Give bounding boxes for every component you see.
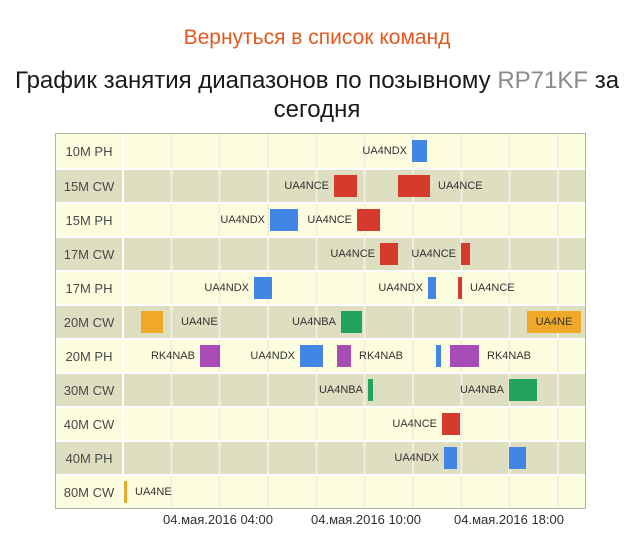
timeline-bar-ua4nce[interactable]: [442, 413, 460, 435]
timeline-bar-ua4ne[interactable]: [141, 311, 163, 333]
timeline-bar-rk4nab[interactable]: [337, 345, 351, 367]
timeline-plot: UA4NCE: [124, 408, 585, 440]
bar-callsign-label: UA4NBA: [291, 316, 336, 328]
bar-callsign-label: UA4NBA: [459, 384, 504, 396]
band-label: 20M PH: [56, 340, 124, 372]
timeline-bar-ua4ndx[interactable]: [444, 447, 457, 469]
timeline-bar-ua4nce[interactable]: [398, 175, 430, 197]
timeline-plot: UA4NE: [124, 476, 585, 508]
timeline-plot: UA4NCE UA4NCE: [124, 170, 585, 202]
timeline-bar-rk4nab[interactable]: [450, 345, 479, 367]
timeline-bar-ua4nba[interactable]: [341, 311, 362, 333]
bar-callsign-label: RK4NAB: [487, 350, 532, 362]
bar-callsign-label: UA4NCE: [411, 248, 456, 260]
timeline-bar-ua4ne[interactable]: [124, 481, 127, 503]
timeline-plot: UA4NBA UA4NBA: [124, 374, 585, 406]
bar-callsign-label: UA4NCE: [330, 248, 375, 260]
timeline-bar-ua4ndx[interactable]: [412, 140, 427, 162]
band-label: 15M PH: [56, 204, 124, 236]
timeline-row-20m-ph: 20M PH RK4NAB UA4NDX RK4NAB RK4NAB: [56, 338, 585, 372]
bar-callsign-label: UA4NDX: [378, 282, 423, 294]
bar-callsign-label: UA4NCE: [307, 214, 352, 226]
bar-callsign-label: RK4NAB: [150, 350, 195, 362]
bar-callsign-label: UA4NDX: [220, 214, 265, 226]
timeline-bar-ua4nce[interactable]: [461, 243, 470, 265]
callsign-highlight: RP71KF: [497, 67, 589, 94]
timeline-row-80m-cw: 80M CW UA4NE: [56, 474, 585, 508]
timeline-bar-ua4nce[interactable]: [458, 277, 462, 299]
bar-callsign-label: UA4NDX: [394, 452, 439, 464]
timeline-row-20m-cw: 20M CW UA4NE UA4NBA UA4NE: [56, 304, 585, 338]
timeline-row-10m-ph: 10M PH UA4NDX: [56, 134, 585, 168]
timeline-bar-ua4ndx[interactable]: [509, 447, 526, 469]
band-label: 40M CW: [56, 408, 124, 440]
timeline-bar-ua4nba[interactable]: [509, 379, 537, 401]
page-title-suffix: за сегодня: [273, 67, 620, 124]
band-label: 40M PH: [56, 442, 124, 474]
timeline-plot: UA4NE UA4NBA UA4NE: [124, 306, 585, 338]
bar-callsign-label: UA4NBA: [318, 384, 363, 396]
timeline-bar-ua4ndx[interactable]: [436, 345, 441, 367]
timeline-row-15m-ph: 15M PH UA4NDX UA4NCE: [56, 202, 585, 236]
band-timeline-chart: 10M PH UA4NDX 15M CW UA4NCE UA4NCE 15M PH UA4N…: [55, 133, 586, 509]
timeline-bar-ua4ndx[interactable]: [270, 209, 298, 231]
bar-callsign-label: UA4NCE: [392, 418, 437, 430]
timeline-plot: UA4NCE UA4NCE: [124, 238, 585, 270]
timeline-bar-ua4nce[interactable]: [334, 175, 357, 197]
x-axis: 04.мая.2016 04:00 04.мая.2016 10:00 04.мая…: [55, 512, 584, 530]
back-to-teams-link[interactable]: Вернуться в список команд: [183, 26, 451, 49]
bar-callsign-label: UA4NCE: [438, 180, 483, 192]
timeline-plot: UA4NDX UA4NCE: [124, 204, 585, 236]
band-label: 30M CW: [56, 374, 124, 406]
band-label: 20M CW: [56, 306, 124, 338]
timeline-bar-ua4ndx[interactable]: [300, 345, 323, 367]
timeline-row-17m-cw: 17M CW UA4NCE UA4NCE: [56, 236, 585, 270]
bar-callsign-label: UA4NE: [135, 486, 172, 498]
timeline-row-15m-cw: 15M CW UA4NCE UA4NCE: [56, 168, 585, 202]
timeline-bar-ua4ne[interactable]: [527, 311, 581, 333]
x-axis-label: 04.мая.2016 04:00: [163, 512, 273, 527]
bar-callsign-label: UA4NE: [535, 316, 573, 328]
timeline-plot: UA4NDX: [124, 134, 585, 168]
bar-callsign-label: UA4NDX: [362, 145, 407, 157]
timeline-bar-ua4ndx[interactable]: [428, 277, 436, 299]
bar-callsign-label: UA4NDX: [250, 350, 295, 362]
x-axis-label: 04.мая.2016 18:00: [454, 512, 564, 527]
band-label: 15M CW: [56, 170, 124, 202]
bar-callsign-label: RK4NAB: [359, 350, 404, 362]
timeline-row-40m-ph: 40M PH UA4NDX: [56, 440, 585, 474]
band-label: 17M PH: [56, 272, 124, 304]
timeline-bar-ua4ndx[interactable]: [254, 277, 272, 299]
timeline-bar-ua4nce[interactable]: [380, 243, 398, 265]
timeline-bar-ua4nce[interactable]: [357, 209, 380, 231]
bar-callsign-label: UA4NCE: [470, 282, 515, 294]
timeline-row-17m-ph: 17M PH UA4NDX UA4NDX UA4NCE: [56, 270, 585, 304]
page-title-prefix: График занятия диапазонов по позывному: [14, 67, 498, 94]
timeline-plot: UA4NDX UA4NDX UA4NCE: [124, 272, 585, 304]
band-label: 80M CW: [56, 476, 124, 508]
timeline-row-30m-cw: 30M CW UA4NBA UA4NBA: [56, 372, 585, 406]
timeline-bar-rk4nab[interactable]: [200, 345, 220, 367]
timeline-bar-ua4nba[interactable]: [368, 379, 373, 401]
timeline-row-40m-cw: 40M CW UA4NCE: [56, 406, 585, 440]
x-axis-label: 04.мая.2016 10:00: [311, 512, 421, 527]
bar-callsign-label: UA4NE: [181, 316, 218, 328]
timeline-plot: UA4NDX: [124, 442, 585, 474]
bar-callsign-label: UA4NDX: [204, 282, 249, 294]
timeline-plot: RK4NAB UA4NDX RK4NAB RK4NAB: [124, 340, 585, 372]
bar-callsign-label: UA4NCE: [284, 180, 329, 192]
band-label: 10M PH: [56, 134, 124, 168]
timeline-rows: 10M PH UA4NDX 15M CW UA4NCE UA4NCE 15M PH UA4N…: [56, 134, 585, 508]
band-label: 17M CW: [56, 238, 124, 270]
page-title: График занятия диапазонов по позывному R…: [11, 66, 623, 125]
